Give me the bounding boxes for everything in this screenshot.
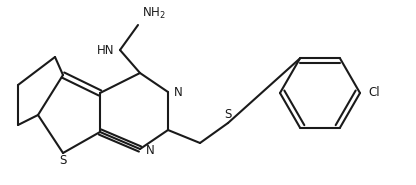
Text: S: S [224, 108, 232, 122]
Text: Cl: Cl [368, 87, 380, 100]
Text: HN: HN [97, 43, 114, 56]
Text: NH$_2$: NH$_2$ [142, 6, 166, 21]
Text: N: N [146, 144, 155, 157]
Text: N: N [174, 85, 183, 98]
Text: S: S [59, 154, 67, 167]
